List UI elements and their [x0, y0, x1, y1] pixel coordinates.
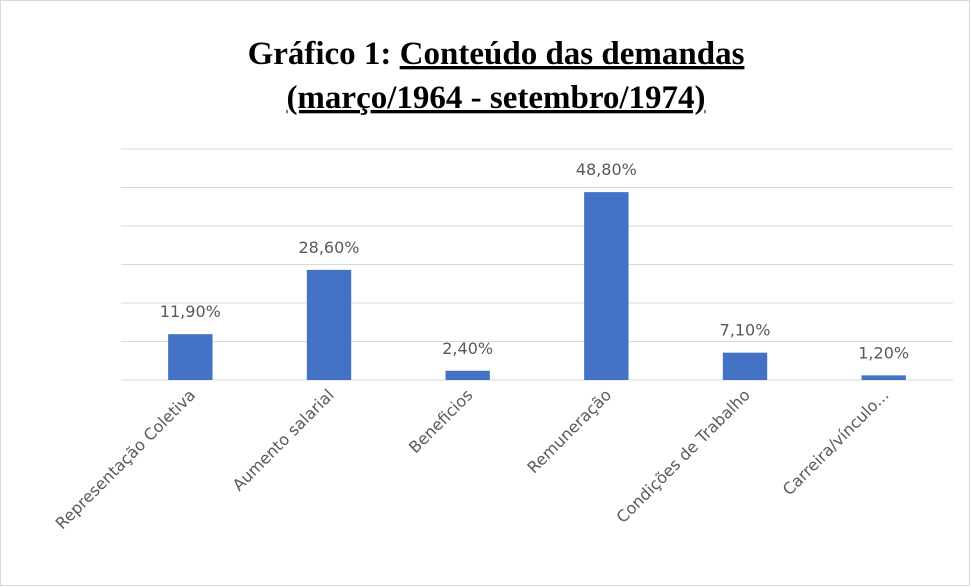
bar	[722, 352, 768, 380]
bar	[168, 334, 213, 380]
data-label: 7,10%	[720, 321, 771, 340]
chart-title: Gráfico 1: Conteúdo das demandas	[248, 36, 745, 72]
data-label: 28,60%	[298, 238, 359, 257]
data-label: 48,80%	[576, 160, 637, 179]
chart-subtitle: (março/1964 - setembro/1974)	[286, 80, 705, 116]
bar	[861, 375, 906, 380]
title-prefix: Gráfico 1:	[248, 36, 392, 72]
bar	[445, 370, 490, 380]
data-label: 11,90%	[160, 302, 221, 321]
data-label: 1,20%	[858, 343, 909, 362]
data-label: 2,40%	[442, 339, 493, 358]
bar	[584, 192, 629, 380]
bar	[306, 269, 352, 380]
title-main: Conteúdo das demandas	[400, 36, 745, 72]
